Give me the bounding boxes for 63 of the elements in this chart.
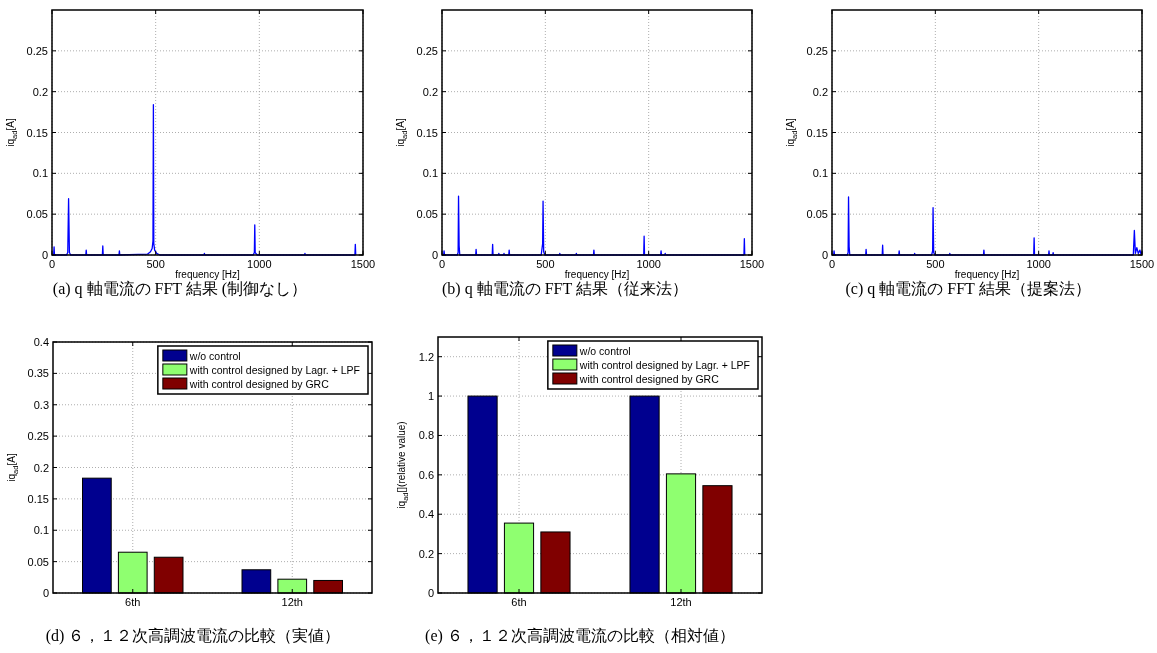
y-tick-label: 0.1: [33, 524, 49, 537]
x-tick-label: 1000: [1026, 258, 1051, 270]
y-tick-label: 0.05: [416, 208, 438, 221]
y-tick-label: 0.2: [33, 461, 49, 474]
x-axis-title: frequency [Hz]: [954, 269, 1020, 280]
text: (a) q 軸電流の FFT 結果 (制御なし）: [52, 280, 308, 298]
y-tick-label: 0.2: [812, 85, 828, 98]
y-tick-label: 0: [427, 587, 434, 599]
x-tick-label: 12th: [670, 596, 692, 608]
y-tick-label: 0: [42, 587, 49, 599]
legend-label: w/o control: [578, 345, 631, 357]
y-tick-label: 1.2: [418, 350, 434, 363]
y-tick-label: 0.2: [422, 85, 438, 98]
y-tick-label: 0.05: [27, 555, 49, 568]
y-tick-label: 0.3: [33, 398, 49, 411]
x-tick-label: 6th: [125, 596, 141, 608]
y-tick-label: 0.25: [416, 44, 438, 57]
y-tick-label: 0.25: [806, 44, 828, 57]
y-tick-label: 0.05: [806, 208, 828, 221]
y-tick-label: 0.25: [26, 44, 48, 57]
y-tick-label: 0.1: [422, 167, 438, 180]
y-tick-label: 0: [431, 249, 438, 261]
x-tick-label: 500: [146, 258, 165, 270]
x-tick-label: 1000: [247, 258, 272, 270]
y-tick-label: 0.2: [418, 547, 434, 560]
x-tick-label: 6th: [511, 596, 527, 608]
y-tick-label: 0.6: [418, 468, 434, 481]
legend-label: w/o control: [188, 350, 241, 362]
y-tick-label: 0.15: [27, 492, 49, 505]
legend-label: with control designed by Lagr. + LPF: [578, 359, 750, 371]
x-tick-label: 0: [438, 258, 446, 270]
y-tick-label: 0.1: [32, 167, 48, 180]
text: (c) q 軸電流の FFT 結果（提案法）: [845, 280, 1091, 298]
y-tick-label: 0.2: [32, 85, 48, 98]
y-tick-label: 0.15: [26, 126, 48, 139]
x-tick-label: 1500: [739, 258, 765, 270]
x-tick-label: 0: [828, 258, 836, 270]
y-tick-label: 0: [821, 249, 828, 261]
y-tick-label: 0.4: [418, 508, 434, 521]
y-tick-label: 1: [427, 390, 434, 403]
legend-label: with control designed by Lagr. + LPF: [188, 364, 360, 376]
legend-label: with control designed by GRC: [188, 378, 330, 390]
y-tick-label: 0.35: [27, 367, 49, 380]
y-tick-label: 0.25: [27, 430, 49, 443]
legend-label: with control designed by GRC: [578, 373, 720, 385]
y-tick-label: 0.15: [416, 126, 438, 139]
x-axis-title: frequency [Hz]: [564, 269, 630, 280]
text: (e) ６，１２次高調波電流の比較（相対値）: [425, 627, 735, 645]
text: (b) q 軸電流の FFT 結果（従来法）: [442, 280, 688, 298]
x-axis-title: frequency [Hz]: [175, 269, 240, 280]
x-tick-label: 500: [926, 258, 945, 270]
y-tick-label: 0.8: [418, 429, 434, 442]
y-tick-label: 0.05: [26, 208, 48, 221]
x-tick-label: 1500: [1129, 258, 1155, 270]
y-tick-label: 0: [41, 249, 48, 261]
x-tick-label: 12th: [281, 596, 303, 608]
x-tick-label: 1000: [636, 258, 661, 270]
y-tick-label: 0.4: [33, 336, 49, 348]
text: (d) ６，１２次高調波電流の比較（実値）: [45, 627, 341, 645]
y-tick-label: 0.15: [806, 126, 828, 139]
x-tick-label: 500: [536, 258, 555, 270]
y-tick-label: 0.1: [812, 167, 828, 180]
x-tick-label: 1500: [350, 258, 376, 270]
